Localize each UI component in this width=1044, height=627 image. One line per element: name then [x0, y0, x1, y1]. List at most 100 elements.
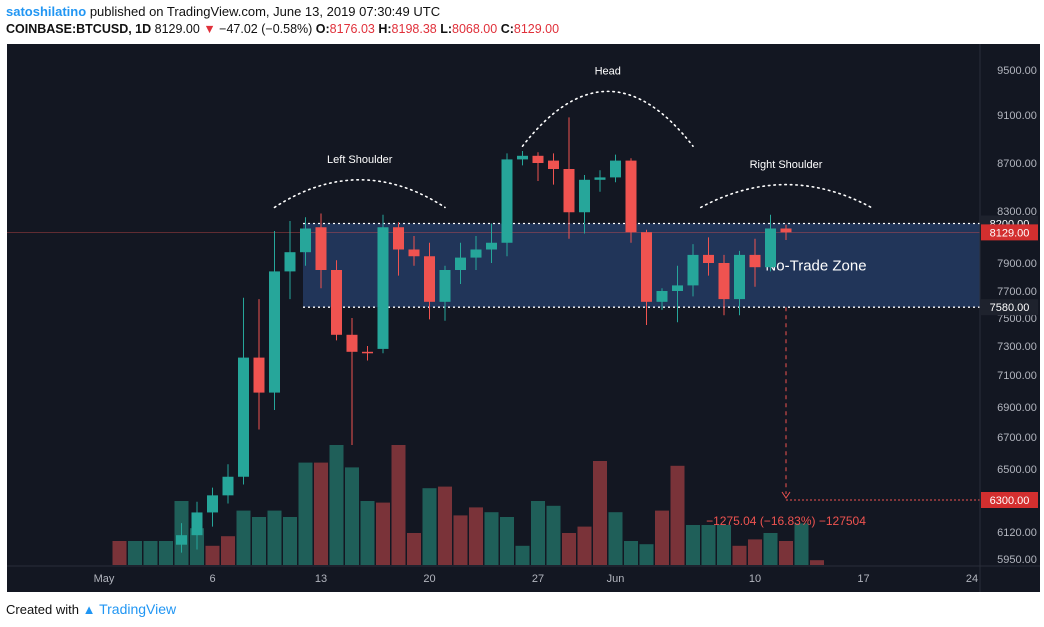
candle-body [548, 160, 559, 169]
measure-arrow [781, 491, 791, 499]
price-tick-label: 7900.00 [997, 258, 1037, 270]
candle-body [207, 495, 218, 513]
candle-body [439, 270, 451, 302]
price-tick-label: 7100.00 [997, 370, 1037, 382]
tradingview-brand[interactable]: TradingView [99, 601, 177, 617]
high-label: H: [378, 22, 392, 36]
pattern-label: Head [595, 66, 621, 78]
volume-bar [314, 462, 328, 565]
author-name[interactable]: satoshilatino [6, 4, 87, 19]
chart-background [7, 44, 1040, 592]
price-tag-label: 6300.00 [990, 495, 1030, 507]
pattern-arc [273, 179, 446, 209]
price-change: −47.02 (−0.58%) [219, 22, 313, 36]
volume-bar [717, 525, 731, 565]
candle-body [734, 254, 745, 300]
time-tick-label: 20 [423, 573, 435, 585]
volume-bar [810, 560, 824, 565]
time-tick-label: 24 [966, 573, 978, 585]
volume-bar [577, 526, 592, 565]
volume-bar [500, 517, 514, 565]
volume-bar [593, 461, 607, 565]
candle-body [377, 227, 389, 349]
price-tag-box [981, 299, 1038, 316]
volume-bar [205, 545, 220, 565]
volume-bar [732, 545, 747, 565]
candle-body [424, 256, 435, 302]
candle-body [238, 357, 249, 477]
price-tick-label: 7300.00 [997, 341, 1037, 353]
close-value: 8129.00 [513, 22, 560, 36]
candle-body [486, 242, 497, 250]
price-tick-label: 6120.00 [997, 527, 1037, 539]
time-tick-label: 13 [315, 573, 327, 585]
candle-body [331, 270, 342, 335]
volume-bar [391, 445, 406, 565]
volume-bar [128, 541, 142, 565]
volume-bar [701, 525, 716, 565]
volume-bar [515, 545, 530, 565]
pattern-arc [699, 183, 873, 209]
volume-bar [283, 517, 297, 565]
candle-body [579, 179, 590, 213]
volume-bar [112, 541, 127, 565]
price-tick-label: 6500.00 [997, 464, 1037, 476]
pattern-label: Right Shoulder [750, 159, 823, 171]
open-label: O: [315, 22, 330, 36]
volume-bar [236, 510, 251, 565]
time-tick-label: 10 [749, 573, 761, 585]
price-tag-label: 8129.00 [990, 227, 1030, 239]
volume-bar [779, 541, 793, 565]
volume-bar [360, 501, 375, 565]
volume-bar [329, 445, 344, 565]
measure-label: −1275.04 (−16.83%) −127504 [706, 514, 866, 528]
low-label: L: [440, 22, 453, 36]
published-text: published on TradingView.com, June 13, 2… [89, 4, 441, 19]
candle-body [594, 177, 606, 180]
candle-body [393, 227, 404, 250]
candle-body [610, 160, 621, 178]
price-tag-label: 7580.00 [990, 302, 1030, 314]
candle-body [563, 169, 575, 213]
annotations-layer: Left Shoulder Head Right Shoulder [273, 66, 873, 209]
no-trade-zone-label: No-Trade Zone [765, 257, 866, 274]
volume-bar [748, 539, 762, 565]
volume-bar [763, 533, 778, 565]
price-tick-label: 9100.00 [997, 110, 1037, 122]
candle-body [625, 160, 637, 233]
symbol-name: COINBASE:BTCUSD, 1D [6, 22, 152, 36]
volume-bar [376, 502, 390, 565]
volume-bar [422, 488, 437, 565]
time-tick-label: May [94, 573, 115, 585]
footer: Created with ▲ TradingView [6, 601, 176, 617]
high-value: 8198.38 [391, 22, 437, 36]
axis-layer: 5950.00 6120.00 6300.00 6500.00 6700.00 6900.… [94, 65, 1037, 585]
volume-bar [794, 523, 809, 565]
volume-bar [143, 541, 158, 565]
candle-body [532, 155, 544, 163]
volume-bar [670, 465, 685, 565]
tradingview-logo-icon: ▲ [82, 602, 96, 617]
pattern-arc [521, 90, 694, 147]
volume-bar [267, 510, 282, 565]
volume-bar [345, 467, 359, 565]
price-tick-label: 5950.00 [997, 554, 1037, 566]
volume-bar [469, 507, 483, 565]
volume-bar [438, 486, 452, 565]
candle-body [765, 228, 776, 268]
candle-body [501, 159, 513, 243]
candle-body [718, 263, 730, 300]
volume-bar [221, 536, 235, 565]
volume-bar [655, 510, 669, 565]
candle-body [703, 254, 714, 263]
volume-bar [639, 544, 654, 565]
price-tag-box [981, 492, 1038, 508]
volume-bar [159, 541, 173, 565]
candle-body [253, 357, 265, 393]
candle-body [346, 334, 358, 352]
candle-body [222, 476, 234, 496]
candle-body [362, 351, 373, 354]
price-tick-label: 8700.00 [997, 158, 1037, 170]
